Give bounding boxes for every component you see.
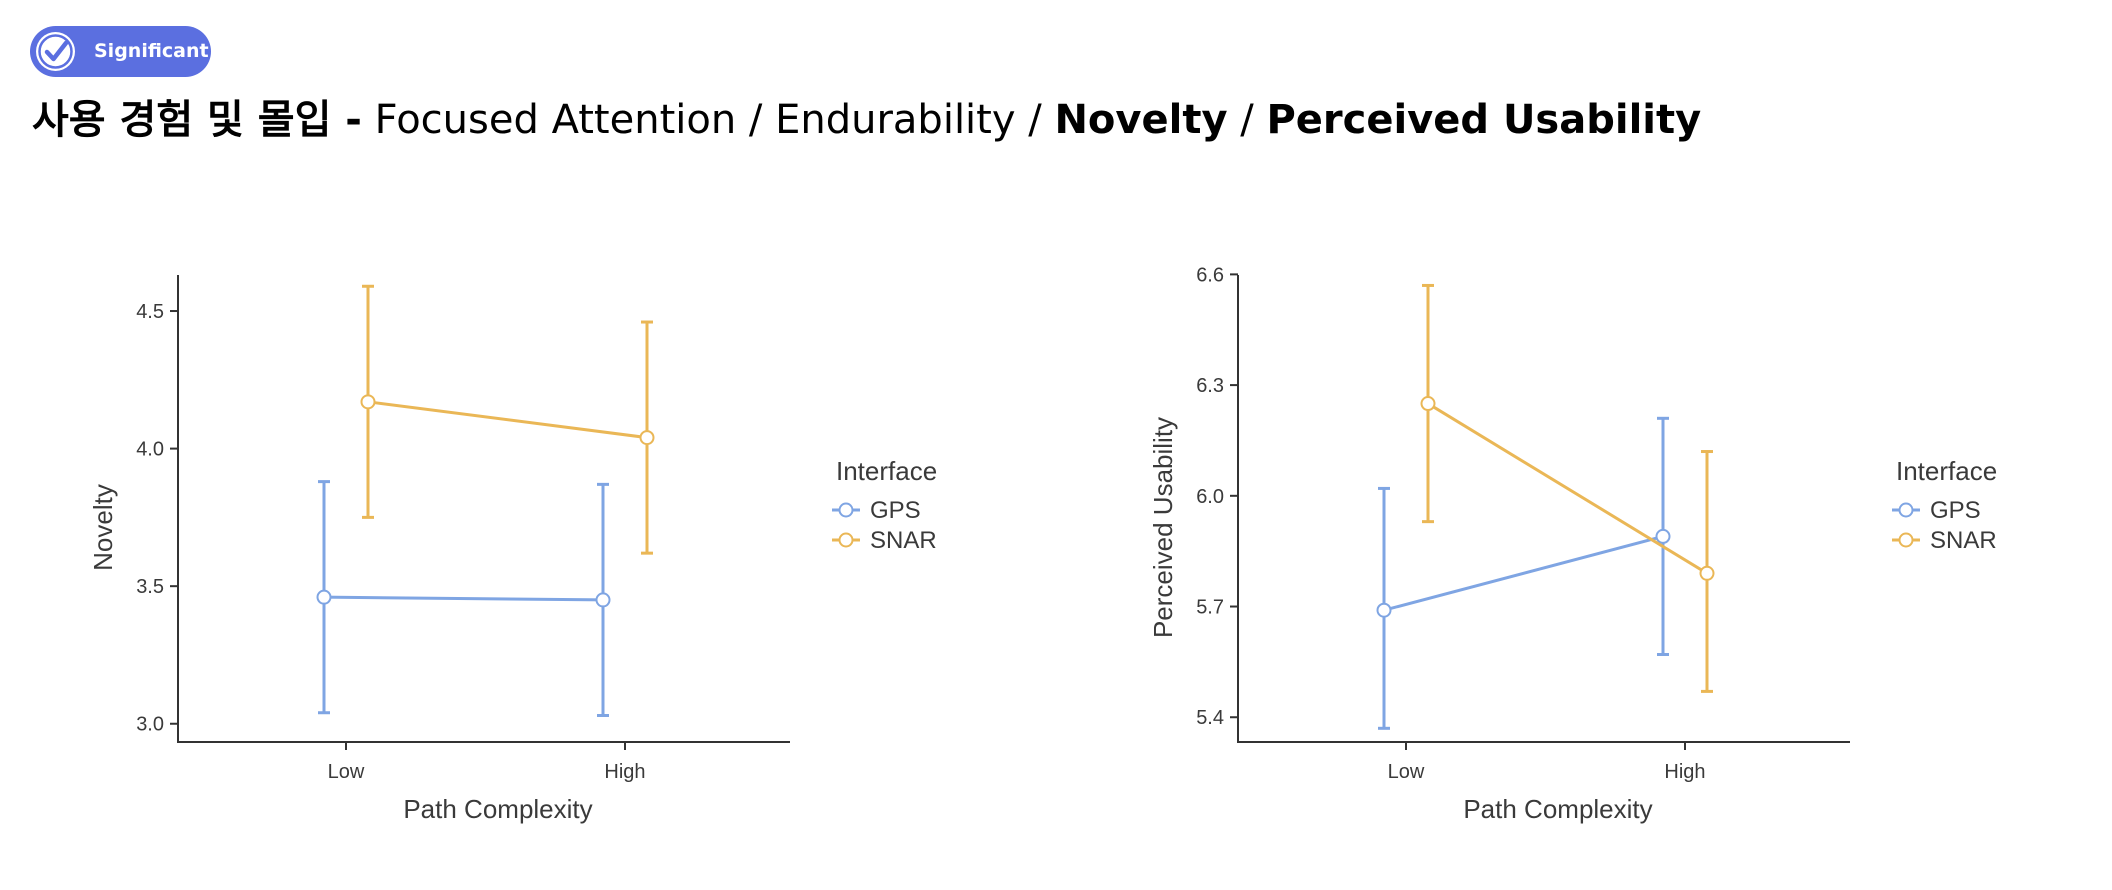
significant-badge: Significant	[30, 26, 211, 77]
novelty-chart: 3.0 3.5 4.0 4.5 Low High Path Complexity Novelt…	[60, 240, 1020, 840]
y-axis-label: Novelty	[88, 484, 118, 571]
chart-svg: 5.4 5.7 6.0 6.3 6.6 Low High Path Complexity Per…	[1148, 264, 1997, 824]
legend-label: GPS	[1930, 497, 1981, 524]
x-tick-label: High	[1664, 761, 1705, 783]
legend-item-snar	[1892, 532, 1920, 548]
data-point-snar	[1699, 565, 1715, 581]
x-axis-label: Path Complexity	[1463, 794, 1652, 824]
y-tick-label: 4.0	[136, 439, 164, 461]
series-line-gps	[323, 595, 604, 602]
legend-label: SNAR	[870, 527, 937, 554]
perceived-usability-chart: 5.4 5.7 6.0 6.3 6.6 Low High Path Complexity Per…	[1120, 240, 2080, 840]
title-item-perceived-usability: Perceived Usability	[1266, 97, 1702, 143]
page-title: 사용 경험 및 몰입 - Focused Attention / Endurab…	[32, 92, 1701, 148]
title-separator: /	[1028, 97, 1042, 143]
y-tick-label: 6.0	[1196, 486, 1224, 508]
legend-item-snar	[832, 532, 860, 548]
legend-item-gps	[832, 502, 860, 518]
series-line-snar	[1427, 402, 1708, 575]
chart-svg: 3.0 3.5 4.0 4.5 Low High Path Complexity Novelt…	[88, 275, 937, 824]
y-tick-label: 4.5	[136, 301, 164, 323]
data-point-gps	[316, 589, 332, 605]
title-item-endurability: Endurability	[775, 97, 1016, 143]
title-item-novelty: Novelty	[1054, 97, 1228, 143]
check-circle-icon	[36, 32, 75, 71]
y-axis-label: Perceived Usability	[1148, 417, 1178, 638]
data-point-gps	[1376, 602, 1392, 618]
data-point-gps	[1655, 528, 1671, 544]
y-tick-label: 6.3	[1196, 375, 1224, 397]
legend-title: Interface	[1896, 456, 1997, 486]
title-item-focused-attention: Focused Attention	[374, 97, 737, 143]
y-tick-label: 6.6	[1196, 264, 1224, 286]
legend-item-gps	[1892, 502, 1920, 518]
y-tick-label: 3.5	[136, 576, 164, 598]
data-point-snar	[639, 430, 655, 446]
title-separator: /	[1240, 97, 1254, 143]
series-line-gps	[1383, 534, 1664, 612]
series-line-snar	[367, 400, 648, 440]
title-korean-prefix: 사용 경험 및 몰입 -	[32, 97, 362, 143]
data-point-gps	[595, 592, 611, 608]
title-separator: /	[748, 97, 763, 143]
x-tick-label: High	[604, 761, 645, 783]
legend-label: GPS	[870, 497, 921, 524]
y-tick-label: 5.4	[1196, 707, 1224, 729]
y-tick-label: 5.7	[1196, 597, 1224, 619]
y-tick-label: 3.0	[136, 714, 164, 736]
x-axis-label: Path Complexity	[403, 794, 592, 824]
data-point-snar	[360, 394, 376, 410]
badge-label: Significant	[94, 40, 209, 62]
x-tick-label: Low	[1388, 761, 1425, 783]
legend-title: Interface	[836, 456, 937, 486]
x-tick-label: Low	[328, 761, 365, 783]
data-point-snar	[1420, 396, 1436, 412]
legend-label: SNAR	[1930, 527, 1997, 554]
